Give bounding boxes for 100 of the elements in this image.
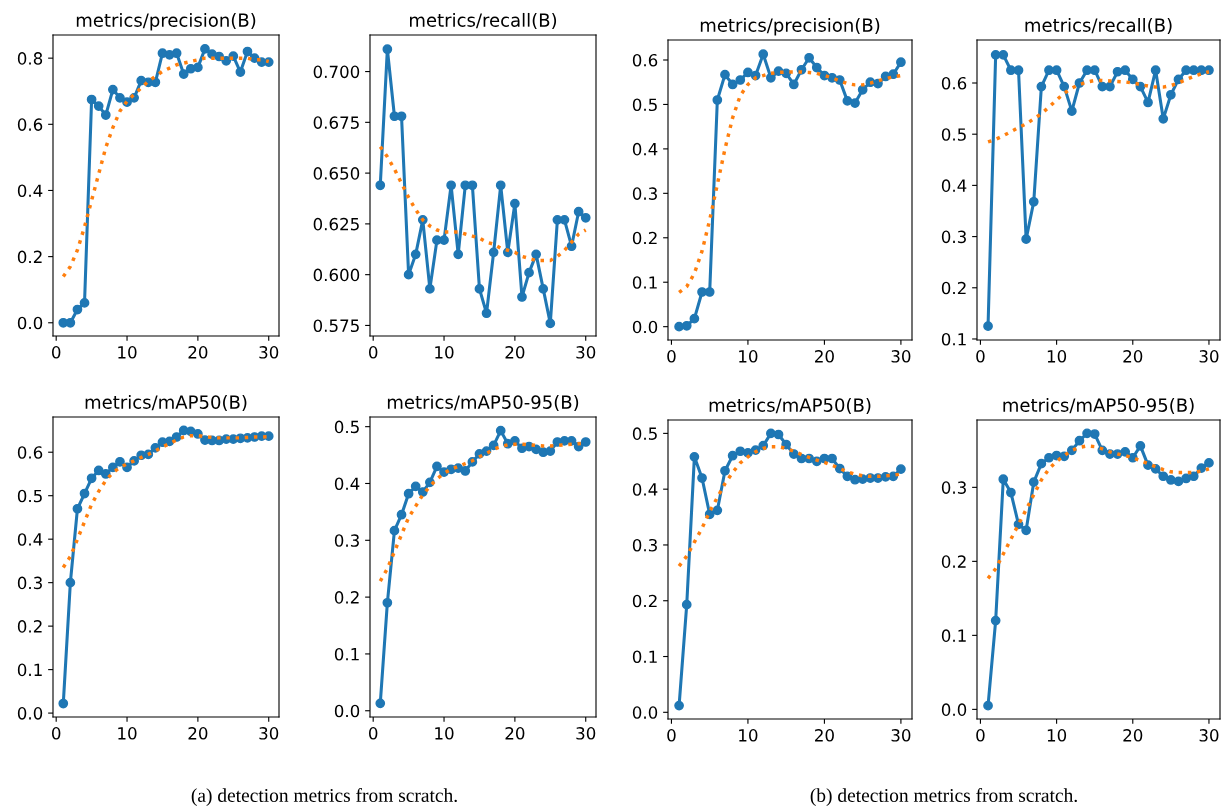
point xyxy=(1135,441,1146,451)
x-tick-label: 0 xyxy=(368,727,378,740)
point xyxy=(1044,65,1054,76)
y-tick-label: 0.1 xyxy=(632,650,657,664)
point xyxy=(697,473,707,483)
point xyxy=(580,437,591,447)
point xyxy=(850,98,860,108)
point xyxy=(1089,429,1100,439)
y-tick-label: 0.4 xyxy=(632,142,658,156)
point xyxy=(1150,65,1161,76)
point xyxy=(382,597,393,608)
x-tick-label: 10 xyxy=(435,346,454,359)
point xyxy=(510,198,520,209)
point xyxy=(1127,74,1138,85)
point xyxy=(72,304,83,315)
x-tick-label: 20 xyxy=(505,346,525,359)
point xyxy=(79,298,90,308)
x-tick-label: 30 xyxy=(1199,350,1219,363)
point xyxy=(375,180,386,191)
chart-title: metrics/recall(B) xyxy=(1025,17,1172,35)
y-tick-label: 0.0 xyxy=(334,704,360,718)
point xyxy=(538,284,549,294)
point xyxy=(720,465,730,476)
y-tick-label: 0.2 xyxy=(632,594,657,608)
y-tick-label: 0.5 xyxy=(17,489,42,503)
point xyxy=(193,62,203,73)
y-tick-label: 0.0 xyxy=(941,703,967,716)
point xyxy=(200,44,210,54)
point xyxy=(1051,65,1062,76)
chart-title: metrics/mAP50-95(B) xyxy=(387,394,579,412)
point xyxy=(115,92,125,103)
x-tick-label: 30 xyxy=(576,346,596,359)
point xyxy=(79,488,90,499)
chart-title: metrics/precision(B) xyxy=(76,12,256,31)
point xyxy=(689,313,700,324)
x-tick-label: 20 xyxy=(815,729,834,742)
point xyxy=(727,79,738,90)
point xyxy=(93,101,104,111)
y-tick-label: 0.4 xyxy=(334,477,360,491)
point xyxy=(1036,458,1047,469)
point xyxy=(453,249,464,260)
point xyxy=(1059,81,1070,92)
x-tick-label: 10 xyxy=(435,727,454,740)
x-tick-label: 0 xyxy=(667,350,676,363)
point xyxy=(403,269,414,280)
point xyxy=(108,462,118,473)
point xyxy=(896,464,906,474)
point xyxy=(417,487,428,497)
point xyxy=(86,473,97,484)
y-tick-label: 0.4 xyxy=(632,483,658,496)
point xyxy=(545,446,556,456)
point xyxy=(983,321,993,332)
point xyxy=(403,488,414,499)
point xyxy=(674,700,684,711)
y-tick-label: 0.0 xyxy=(632,706,658,719)
text: (a) detection metrics from scratch. xyxy=(191,788,457,806)
point xyxy=(1120,446,1131,457)
y-tick-label: 0.0 xyxy=(632,320,658,334)
point xyxy=(766,428,776,439)
y-tick-label: 0.3 xyxy=(334,534,359,547)
point xyxy=(488,247,499,258)
point xyxy=(1143,97,1153,108)
point xyxy=(896,57,906,68)
point xyxy=(1028,477,1039,488)
y-tick-label: 0.0 xyxy=(17,316,43,330)
y-tick-label: 0.0 xyxy=(17,707,43,720)
point xyxy=(580,212,591,223)
point xyxy=(788,79,799,90)
point xyxy=(531,249,541,260)
point xyxy=(712,95,723,105)
point xyxy=(446,180,456,191)
y-tick-label: 0.1 xyxy=(941,629,966,642)
point xyxy=(1013,65,1024,76)
chart-title: metrics/recall(B) xyxy=(410,12,557,30)
y-tick-label: 0.6 xyxy=(17,446,43,459)
x-tick-label: 0 xyxy=(976,350,985,363)
point xyxy=(524,267,534,278)
y-tick-label: 0.4 xyxy=(17,533,43,546)
x-tick-label: 20 xyxy=(505,727,525,740)
point xyxy=(804,52,814,63)
y-tick-label: 0.650 xyxy=(313,167,360,180)
point xyxy=(517,292,527,302)
point xyxy=(1158,113,1169,124)
y-tick-label: 0.575 xyxy=(313,319,359,333)
y-tick-label: 0.700 xyxy=(313,65,360,79)
x-tick-label: 10 xyxy=(118,346,137,359)
point xyxy=(100,469,111,479)
x-tick-label: 20 xyxy=(1123,350,1143,363)
point xyxy=(65,317,76,328)
point xyxy=(1021,234,1031,245)
point xyxy=(998,49,1009,60)
point xyxy=(171,432,182,442)
point xyxy=(681,599,692,610)
y-tick-label: 0.600 xyxy=(313,268,360,282)
y-tick-label: 0.2 xyxy=(334,591,359,604)
y-tick-label: 0.2 xyxy=(17,620,42,633)
point xyxy=(1181,65,1191,76)
point xyxy=(998,474,1009,485)
chart-title: metrics/precision(B) xyxy=(700,17,880,36)
y-tick-label: 0.3 xyxy=(632,187,657,200)
